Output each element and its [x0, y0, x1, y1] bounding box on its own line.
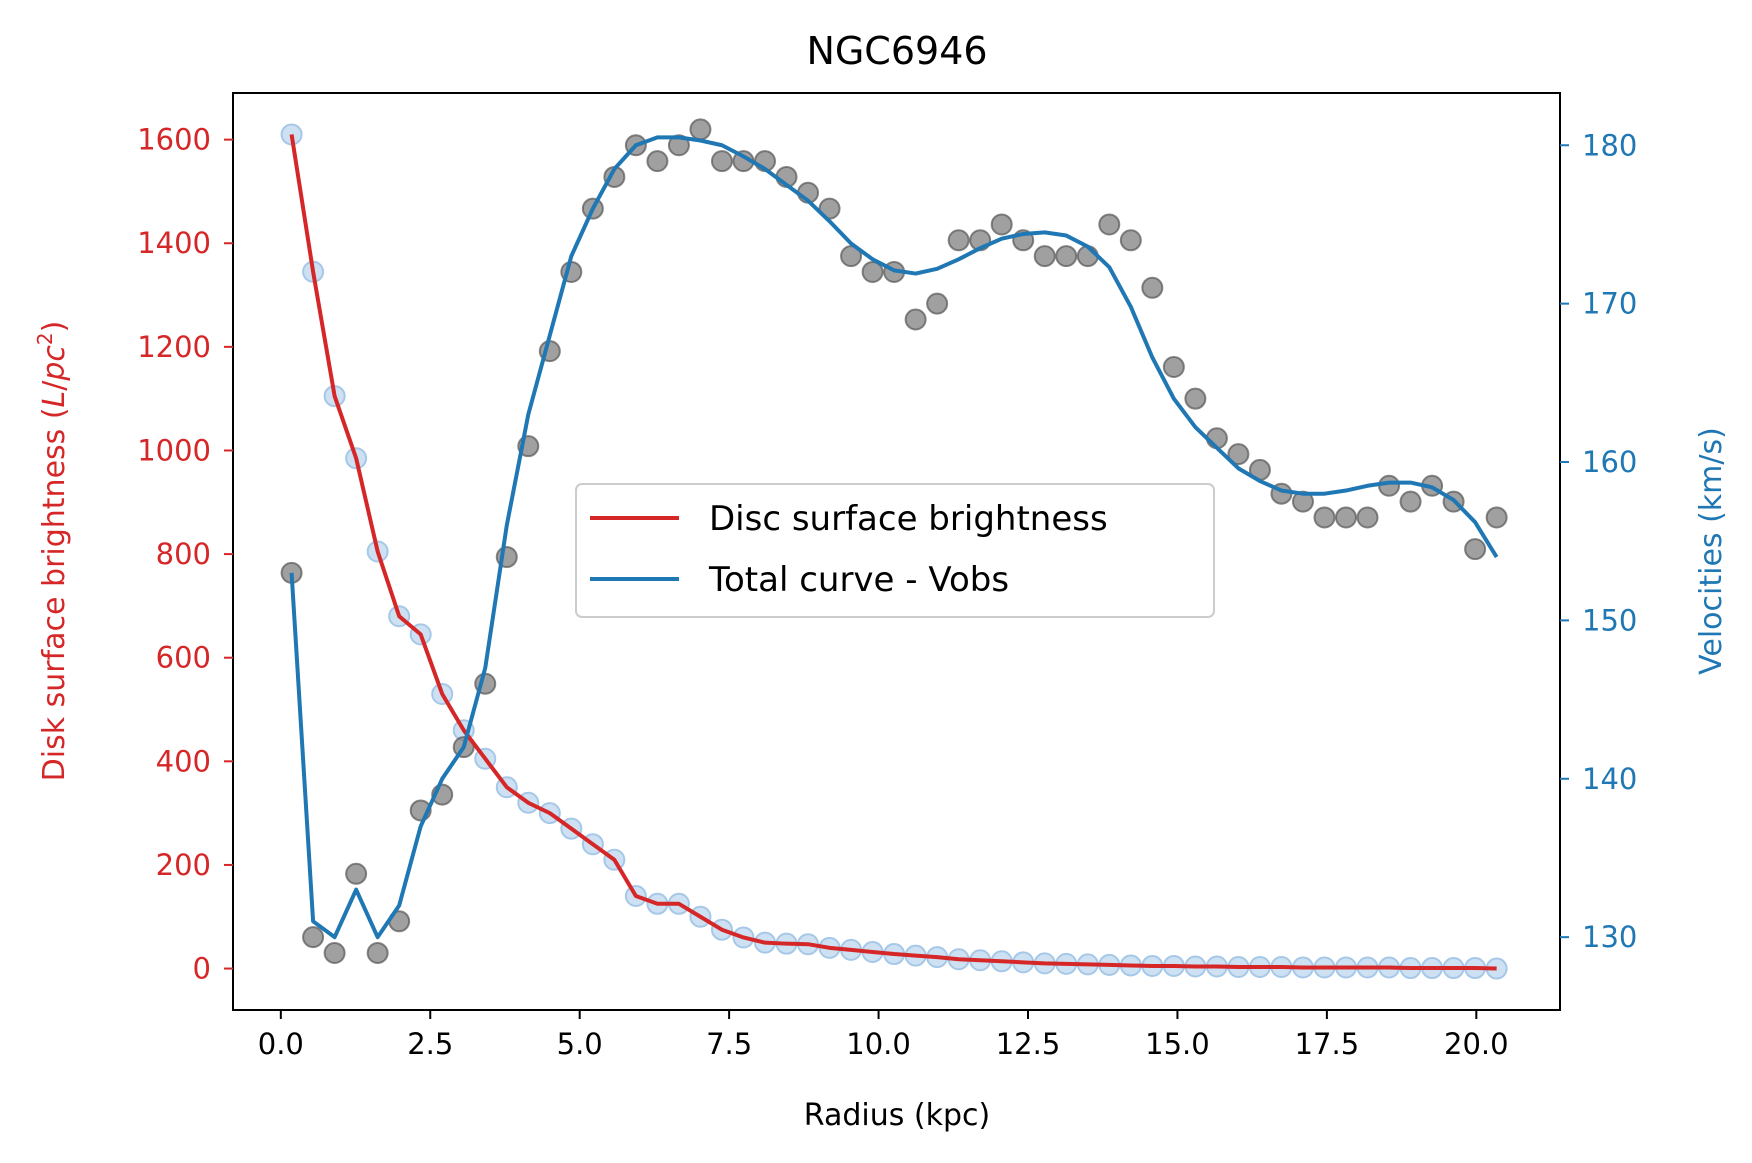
velocity-point	[1184, 387, 1207, 410]
right-tick-label: 160	[1582, 445, 1637, 479]
left-tick-label: 1200	[137, 330, 211, 364]
right-tick-label: 140	[1582, 762, 1637, 796]
disc-surface-brightness-line	[289, 134, 1497, 971]
velocity-point	[667, 134, 690, 157]
velocity-point	[710, 150, 733, 173]
velocity-point	[990, 213, 1013, 236]
left-tick-label: 800	[156, 537, 211, 571]
left-tick-label: 1600	[137, 123, 211, 157]
x-axis-ticks: 0.0 2.5 5.0 7.5 10.0 12.5 15.0 17.5 20.0	[258, 1010, 1509, 1061]
left-tick-label: 400	[156, 744, 211, 778]
right-axis-label: Velocities (km/s)	[1694, 427, 1729, 675]
x-tick-label: 17.5	[1295, 1027, 1360, 1061]
left-tick-label: 1000	[137, 433, 211, 467]
velocity-point	[366, 941, 389, 964]
velocity-point	[1119, 229, 1142, 252]
x-tick-label: 20.0	[1444, 1027, 1509, 1061]
x-tick-label: 0.0	[258, 1027, 304, 1061]
plot-frame	[232, 92, 1561, 1011]
velocity-point	[1313, 506, 1336, 529]
right-tick-label: 170	[1582, 287, 1637, 321]
chart-title: NGC6946	[806, 29, 987, 73]
velocity-point	[1141, 276, 1164, 299]
velocity-point	[345, 862, 368, 885]
left-tick-label: 0	[193, 952, 211, 986]
x-tick-label: 5.0	[557, 1027, 603, 1061]
x-tick-label: 15.0	[1145, 1027, 1210, 1061]
velocity-point	[1098, 213, 1121, 236]
velocity-point	[1464, 538, 1487, 561]
velocity-point	[302, 926, 325, 949]
left-axis-ticks: 0 200 400 600 800 1000 1200 1400 1600	[137, 123, 233, 986]
x-tick-label: 12.5	[996, 1027, 1061, 1061]
velocity-point	[1291, 490, 1314, 513]
x-tick-label: 2.5	[407, 1027, 453, 1061]
velocity-point	[646, 150, 669, 173]
legend-label-vobs: Total curve - Vobs	[708, 560, 1009, 600]
legend-box	[575, 483, 1215, 618]
right-tick-label: 130	[1582, 920, 1637, 954]
right-tick-label: 180	[1582, 128, 1637, 162]
right-axis-ticks: 130 140 150 160 170 180	[1560, 128, 1637, 954]
left-axis-label-text: Disk surface brightness (	[37, 407, 72, 781]
velocity-point	[1378, 474, 1401, 497]
left-axis-label-unit-l: L	[37, 391, 72, 408]
x-tick-label: 7.5	[706, 1027, 752, 1061]
velocity-point	[1399, 490, 1422, 513]
total-curve-vobs-line	[289, 135, 1499, 940]
velocity-point	[1335, 506, 1358, 529]
velocity-point	[1033, 245, 1056, 268]
legend-label-disc: Disc surface brightness	[709, 499, 1108, 539]
velocity-point	[1055, 245, 1078, 268]
velocity-point	[904, 308, 927, 331]
left-axis-label: Disk surface brightness (L/pc2)	[33, 321, 72, 782]
velocity-point	[1485, 506, 1508, 529]
left-tick-label: 200	[156, 848, 211, 882]
velocity-point	[840, 245, 863, 268]
velocity-point	[861, 260, 884, 283]
velocity-point	[323, 941, 346, 964]
velocity-point	[1356, 506, 1379, 529]
right-tick-label: 150	[1582, 603, 1637, 637]
left-tick-label: 1400	[137, 226, 211, 260]
velocity-point	[926, 292, 949, 315]
velocity-point	[1162, 355, 1185, 378]
left-axis-label-close: )	[37, 321, 72, 333]
left-axis-label-unit-pc: pc	[37, 345, 72, 382]
x-axis-label: Radius (kpc)	[804, 1098, 990, 1133]
velocity-point	[689, 118, 712, 141]
left-axis-label-slash: /	[37, 380, 72, 391]
left-axis-label-exponent: 2	[33, 332, 57, 345]
velocity-point	[947, 229, 970, 252]
velocity-point	[1227, 443, 1250, 466]
x-tick-label: 10.0	[846, 1027, 911, 1061]
left-tick-label: 600	[156, 641, 211, 675]
legend: Disc surface brightness Total curve - Vo…	[575, 483, 1215, 618]
